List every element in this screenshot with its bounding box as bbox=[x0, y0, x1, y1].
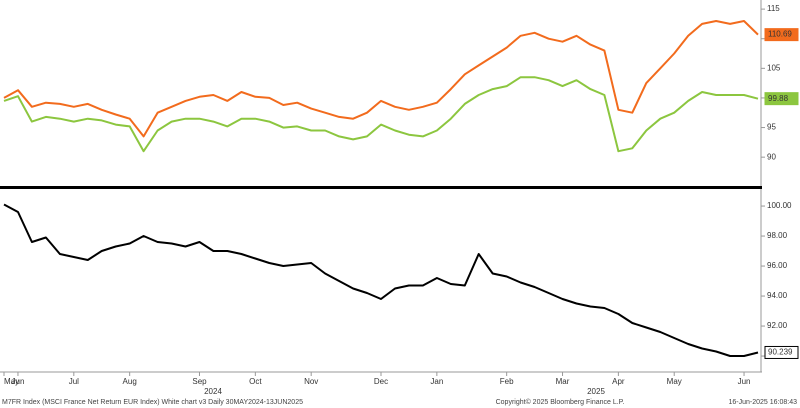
footer-center: Copyright© 2025 Bloomberg Finance L.P. bbox=[496, 398, 625, 406]
last-value-box bbox=[764, 92, 799, 106]
x-tick-label: Sep bbox=[192, 377, 207, 386]
y-tick-label: 92.00 bbox=[767, 321, 788, 330]
x-tick-label: Dec bbox=[374, 377, 388, 386]
x-tick-label: May bbox=[4, 377, 19, 386]
y-tick-label: 100.00 bbox=[767, 201, 792, 210]
y-tick-label: 115 bbox=[767, 4, 780, 13]
series-line bbox=[3, 76, 759, 153]
x-tick-label: Jul bbox=[69, 377, 79, 386]
x-tick-label: Mar bbox=[556, 377, 570, 386]
last-value-label: 110.69 bbox=[768, 30, 792, 39]
year-label: 2025 bbox=[587, 387, 605, 396]
series-line bbox=[3, 20, 759, 138]
footer-right: 16-Jun-2025 16:08:43 bbox=[729, 399, 798, 406]
last-value-box bbox=[764, 345, 799, 359]
year-label: 2024 bbox=[204, 387, 222, 396]
x-tick-label: Nov bbox=[304, 377, 318, 386]
x-tick-label: Apr bbox=[612, 377, 625, 386]
x-tick-label: Aug bbox=[123, 377, 137, 386]
series-line bbox=[3, 203, 759, 357]
footer-left: M7FR Index (MSCI France Net Return EUR I… bbox=[2, 399, 303, 406]
y-tick-label: 95 bbox=[767, 123, 776, 132]
x-tick-label: Feb bbox=[500, 377, 514, 386]
x-tick-label: Jan bbox=[430, 377, 443, 386]
last-value-box bbox=[764, 28, 799, 42]
y-tick-label: 90 bbox=[767, 152, 776, 161]
y-tick-label: 96.00 bbox=[767, 261, 788, 270]
y-tick-label: 105 bbox=[767, 63, 781, 72]
x-tick-label: May bbox=[667, 377, 682, 386]
y-tick-label: 98.00 bbox=[767, 231, 788, 240]
y-tick-label: 94.00 bbox=[767, 291, 788, 300]
x-tick-label: Oct bbox=[249, 377, 262, 386]
x-tick-label: Jun bbox=[12, 377, 25, 386]
x-tick-label: Jun bbox=[738, 377, 751, 386]
last-value-label: 90.239 bbox=[768, 348, 793, 357]
last-value-label: 99.88 bbox=[768, 94, 789, 103]
